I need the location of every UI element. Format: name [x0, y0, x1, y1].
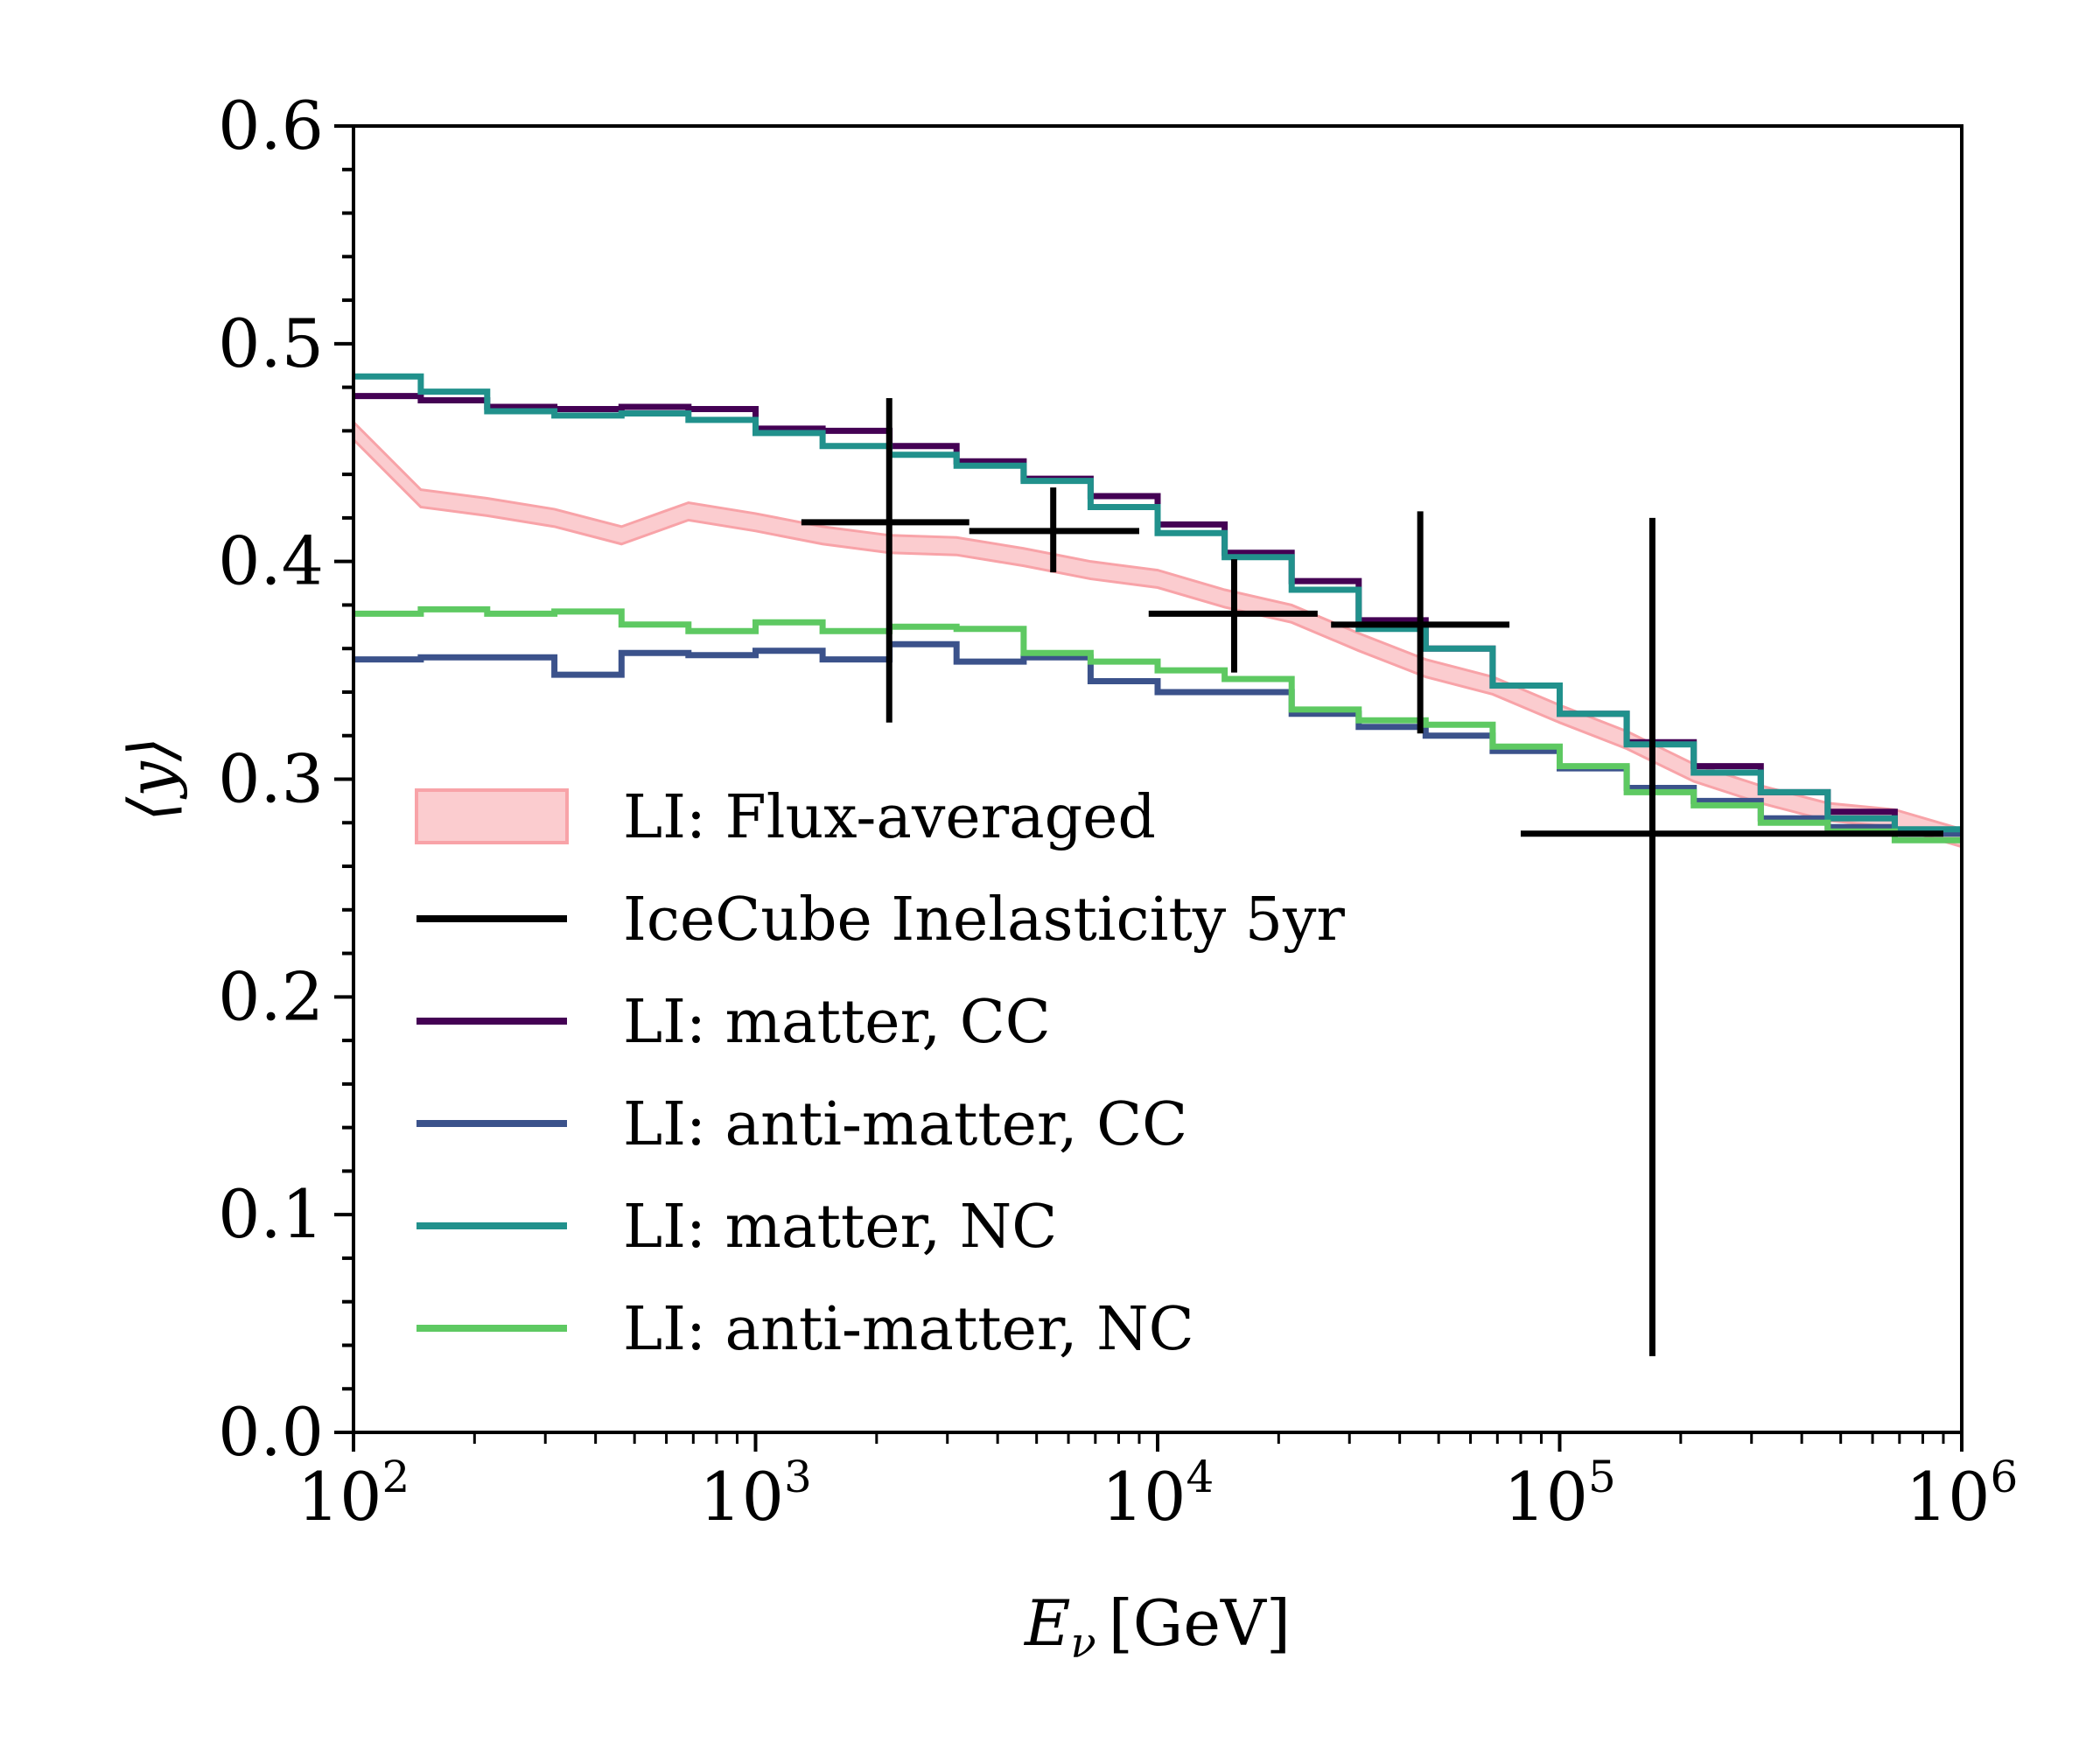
y-tick-label: 0.1: [218, 1175, 324, 1253]
x-tick-label: 105: [1503, 1452, 1616, 1536]
legend-entry-4: LI: anti-matter, CC: [416, 1090, 1187, 1159]
x-tick-exponent: 6: [1990, 1452, 2018, 1502]
legend: LI: Flux-averaged IceCube Inelasticity 5y…: [415, 783, 1345, 1364]
legend-label: LI: anti-matter, NC: [623, 1295, 1194, 1364]
legend-entry-2: IceCube Inelasticity 5yr: [416, 886, 1345, 955]
x-tick-label: 104: [1102, 1452, 1214, 1536]
step-line-li-anti-matter-nc: [354, 606, 1962, 844]
legend-entry-6: LI: anti-matter, NC: [416, 1295, 1194, 1364]
legend-label: LI: matter, NC: [623, 1193, 1057, 1262]
legend-entry-3: LI: matter, CC: [416, 988, 1051, 1057]
x-tick-label: 102: [298, 1452, 410, 1536]
icecube-point-5: [1520, 517, 1943, 1356]
x-tick-base: 10: [298, 1458, 382, 1536]
x-tick-exponent: 5: [1588, 1452, 1616, 1502]
y-tick-label: 0.0: [218, 1393, 324, 1471]
y-tick-label: 0.2: [218, 957, 324, 1035]
x-tick-label: 103: [699, 1452, 812, 1536]
legend-entry-5: LI: matter, NC: [416, 1193, 1057, 1262]
x-tick-exponent: 2: [382, 1452, 410, 1502]
x-tick-base: 10: [699, 1458, 784, 1536]
y-tick-label: 0.6: [218, 87, 324, 164]
x-axis-subscript: ν: [1071, 1619, 1096, 1668]
x-axis-title: Eν [GeV]: [1023, 1586, 1291, 1668]
y-tick-label: 0.5: [218, 304, 324, 382]
step-line-li-matter-nc: [354, 373, 1962, 833]
x-tick-exponent: 4: [1186, 1452, 1214, 1502]
plot-area: [354, 373, 1962, 1356]
legend-swatch-band: [415, 788, 569, 844]
x-tick-exponent: 3: [784, 1452, 812, 1502]
x-tick-label: 106: [1906, 1452, 2019, 1536]
y-tick-label: 0.4: [218, 522, 324, 600]
icecube-point-3: [1148, 559, 1318, 673]
legend-label: LI: anti-matter, CC: [623, 1090, 1187, 1159]
legend-label: LI: Flux-averaged: [623, 783, 1156, 852]
icecube-point-4: [1331, 511, 1510, 734]
y-tick-label: 0.3: [218, 740, 324, 818]
x-tick-base: 10: [1503, 1458, 1588, 1536]
legend-entry-1: LI: Flux-averaged: [415, 783, 1156, 852]
y-axis-title: ⟨y⟩: [115, 737, 188, 822]
icecube-point-1: [801, 398, 970, 723]
x-tick-base: 10: [1102, 1458, 1186, 1536]
x-axis-unit: [GeV]: [1109, 1586, 1291, 1660]
legend-label: LI: matter, CC: [623, 988, 1051, 1057]
flux-averaged-band: [354, 420, 1962, 849]
x-axis-symbol: E: [1023, 1586, 1071, 1660]
legend-label: IceCube Inelasticity 5yr: [623, 886, 1345, 955]
x-tick-base: 10: [1906, 1458, 1991, 1536]
icecube-point-2: [969, 487, 1139, 573]
